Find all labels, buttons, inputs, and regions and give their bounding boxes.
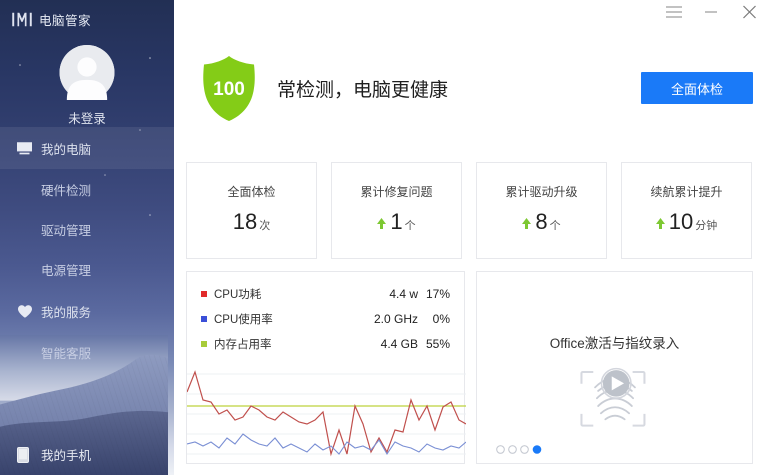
svg-text:100: 100 bbox=[213, 79, 245, 100]
